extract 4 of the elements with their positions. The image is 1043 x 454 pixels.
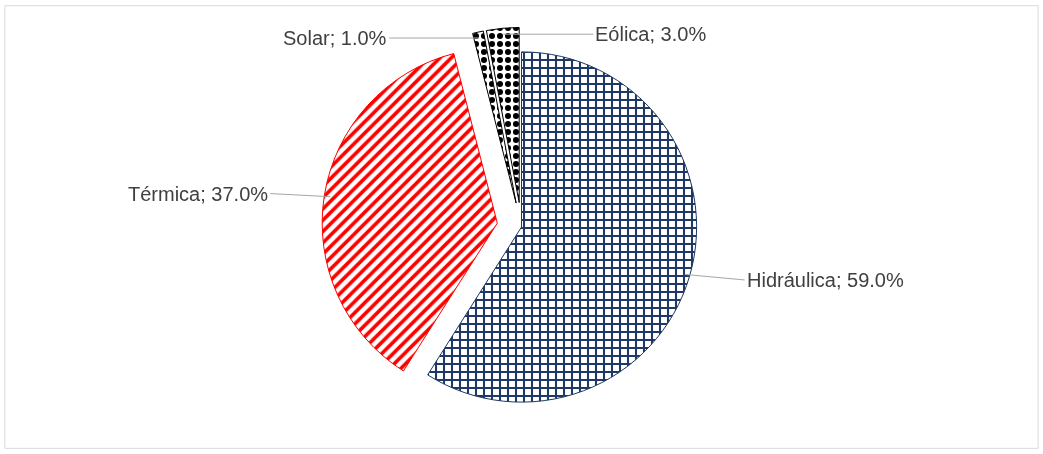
slice-label: Hidráulica; 59.0%: [747, 269, 904, 291]
slice-label: Térmica; 37.0%: [128, 183, 269, 205]
slice-label: Solar; 1.0%: [283, 27, 387, 49]
slice-label: Eólica; 3.0%: [595, 23, 707, 45]
